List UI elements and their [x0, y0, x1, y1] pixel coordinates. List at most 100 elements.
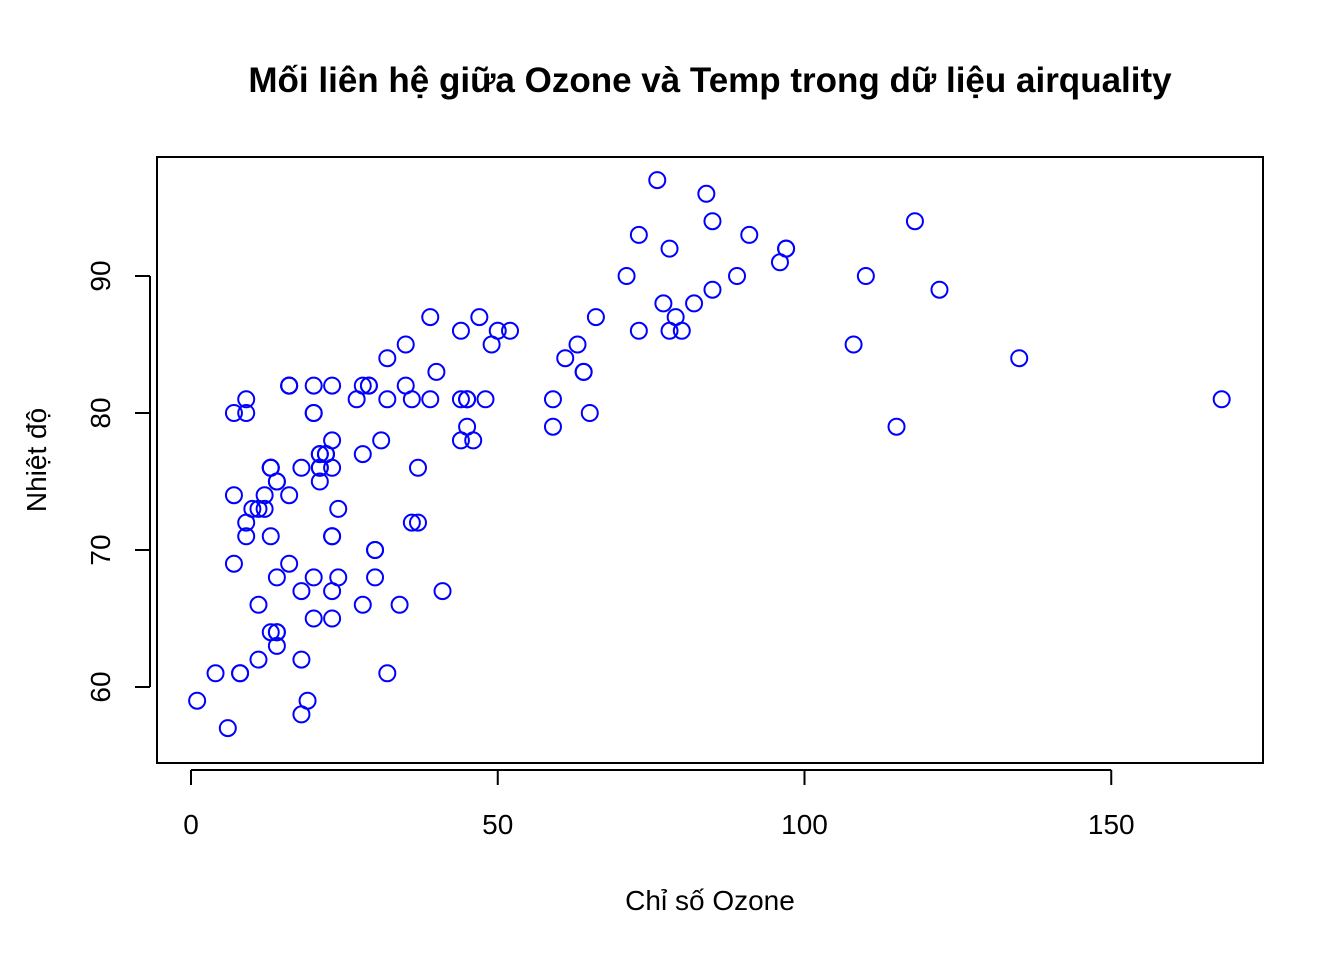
data-point — [249, 595, 268, 614]
data-point — [292, 582, 311, 601]
data-point — [586, 308, 605, 327]
data-point — [280, 376, 299, 395]
data-point — [402, 513, 421, 532]
data-point — [470, 308, 489, 327]
data-point — [323, 376, 342, 395]
data-point — [543, 417, 562, 436]
data-point — [255, 499, 274, 518]
data-point — [464, 431, 483, 450]
data-point — [568, 335, 587, 354]
data-point — [703, 280, 722, 299]
y-tick-label: 90 — [85, 260, 116, 291]
data-point — [267, 568, 286, 587]
data-point — [249, 499, 268, 518]
data-point — [408, 513, 427, 532]
data-point — [1212, 390, 1231, 409]
x-tick-label: 50 — [482, 809, 513, 840]
data-point — [629, 225, 648, 244]
data-point — [378, 664, 397, 683]
data-point — [188, 691, 207, 710]
data-point — [323, 527, 342, 546]
data-point — [390, 595, 409, 614]
data-point — [856, 267, 875, 285]
data-point — [353, 445, 372, 464]
y-tick-label: 70 — [85, 534, 116, 565]
data-point — [648, 171, 667, 190]
data-point — [224, 404, 243, 422]
x-tick-label: 150 — [1088, 809, 1135, 840]
data-point — [396, 335, 415, 354]
data-point — [1010, 349, 1029, 368]
data-point — [660, 239, 679, 258]
chart-title: Mối liên hệ giữa Ozone và Temp trong dữ … — [248, 61, 1172, 100]
data-point — [617, 267, 636, 285]
data-point — [556, 349, 575, 368]
x-tick-label: 100 — [781, 809, 828, 840]
data-point — [366, 568, 385, 587]
data-point — [740, 225, 759, 244]
data-point — [408, 458, 427, 477]
data-point — [728, 267, 747, 285]
data-point — [887, 417, 906, 436]
data-point — [237, 404, 256, 422]
data-point — [378, 349, 397, 368]
data-point — [770, 253, 789, 272]
data-point — [280, 486, 299, 505]
data-point — [353, 595, 372, 614]
data-point — [574, 362, 593, 381]
data-point — [366, 541, 385, 559]
data-point — [654, 294, 673, 313]
data-point — [261, 527, 280, 546]
data-point — [237, 390, 256, 409]
data-point — [218, 719, 237, 738]
data-point — [267, 472, 286, 491]
data-point — [237, 527, 256, 546]
data-point — [231, 664, 250, 683]
data-point — [280, 554, 299, 573]
y-tick-label: 60 — [85, 671, 116, 702]
y-axis-label: Nhiệt độ — [21, 408, 52, 512]
data-point — [304, 404, 323, 422]
data-point — [660, 321, 679, 340]
data-point — [310, 472, 329, 491]
data-point — [930, 280, 949, 299]
x-tick-label: 0 — [183, 809, 199, 840]
data-point — [353, 376, 372, 395]
data-point — [292, 705, 311, 724]
data-point — [249, 650, 268, 669]
data-point — [580, 404, 599, 422]
data-point — [543, 390, 562, 409]
data-point — [292, 458, 311, 477]
data-point — [451, 321, 470, 340]
data-point — [458, 390, 477, 409]
x-axis: 0 50 100 150 — [183, 769, 1135, 840]
data-point — [476, 390, 495, 409]
data-point — [421, 390, 440, 409]
data-point — [267, 623, 286, 642]
y-tick-label: 80 — [85, 397, 116, 428]
data-point — [697, 184, 716, 203]
data-point — [237, 513, 256, 532]
data-point — [844, 335, 863, 354]
data-point — [402, 390, 421, 409]
data-point — [685, 294, 704, 313]
data-point — [329, 568, 348, 587]
data-point — [304, 376, 323, 395]
data-point — [304, 568, 323, 587]
data-point — [672, 321, 691, 340]
data-point — [433, 582, 452, 601]
data-point — [629, 321, 648, 340]
data-point — [427, 362, 446, 381]
data-point — [316, 445, 335, 464]
data-point — [267, 636, 286, 655]
data-point — [372, 431, 391, 450]
data-point — [421, 308, 440, 327]
data-point — [501, 321, 520, 340]
data-point — [359, 376, 378, 395]
data-point — [224, 486, 243, 505]
plot-frame — [156, 156, 1264, 764]
data-point — [304, 609, 323, 628]
data-point — [206, 664, 225, 683]
points-layer — [188, 171, 1231, 738]
